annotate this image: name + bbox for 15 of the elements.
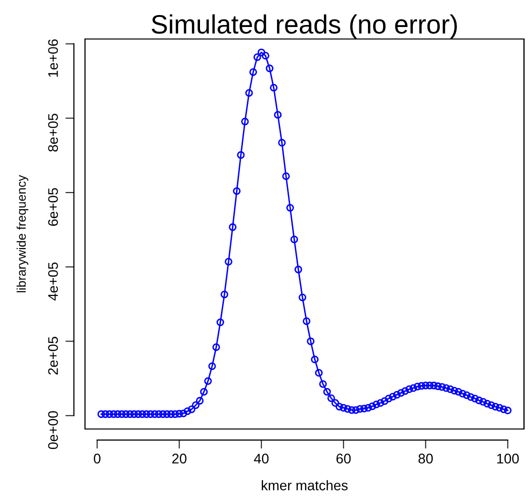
x-axis-title: kmer matches: [262, 480, 348, 490]
chart-title: Simulated reads (no error): [152, 14, 457, 39]
x-tick-label: 100: [497, 454, 519, 464]
y-tick-label: 0e+00: [48, 411, 58, 450]
x-tick-label: 40: [254, 454, 269, 464]
y-tick-label: 2e+05: [48, 336, 58, 375]
x-tick-label: 0: [94, 454, 100, 464]
x-tick-label: 60: [336, 454, 351, 464]
x-tick-label: 20: [172, 454, 186, 464]
y-axis-title: librarywide frequency: [16, 174, 28, 292]
y-tick-label: 4e+05: [48, 262, 58, 301]
x-tick-label: 80: [418, 454, 433, 464]
y-tick-label: 1e+06: [48, 39, 58, 77]
y-tick-label: 8e+05: [48, 114, 58, 152]
y-tick-label: 6e+05: [48, 188, 58, 226]
